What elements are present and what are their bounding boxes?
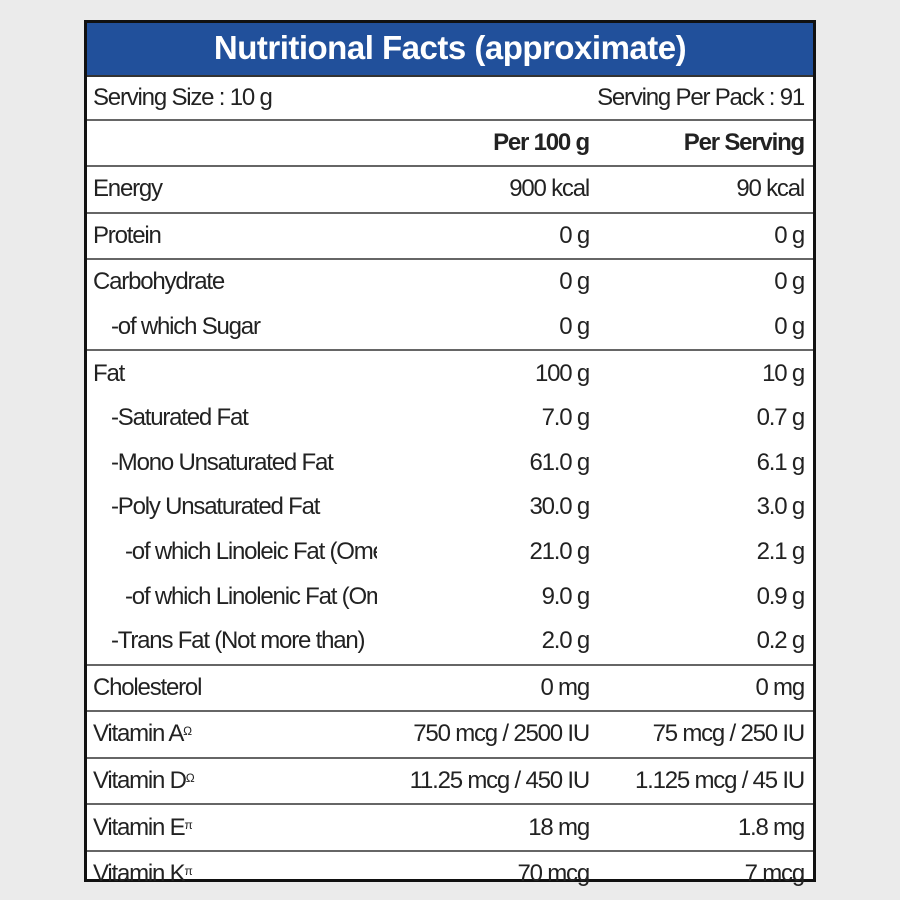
nutrient-row: Fat 100 g 10 g (87, 349, 813, 396)
column-header-row: Per 100 g Per Serving (87, 119, 813, 166)
nutrient-cell: Vitamin DΩ (87, 756, 377, 805)
nutrient-cell: -Trans Fat (Not more than) (87, 619, 377, 665)
nutrient-label: Energy (93, 175, 163, 203)
per-serving-value: 1.8 mg (591, 803, 813, 851)
title: Nutritional Facts (approximate) (87, 23, 813, 75)
nutrient-cell: -Saturated Fat (87, 396, 377, 441)
nutrient-row: -Poly Unsaturated Fat 30.0 g 3.0 g (87, 485, 813, 530)
nutrition-panel: Nutritional Facts (approximate) Serving … (84, 20, 816, 897)
nutrient-row: -of which Linoleic Fat (Omega 6) 21.0 g 2.… (87, 530, 813, 575)
per-100g-value: 18 mg (377, 803, 591, 851)
per-serving-value: 3.0 g (756, 493, 806, 521)
per-100g-value: 21.0 g (529, 538, 590, 566)
per-100g-value: 900 kcal (377, 165, 591, 213)
nutrient-label: -Saturated Fat (111, 404, 249, 432)
footnote-mark: Ω (183, 724, 193, 739)
nutrient-cell: Vitamin Eπ (87, 803, 377, 851)
nutrient-row: Vitamin Kπ 70 mcg 7 mcg (87, 849, 813, 897)
nutrient-row: Vitamin DΩ 11.25 mcg / 450 IU 1.125 mcg / … (87, 756, 813, 805)
per-serving-value: 0.2 g (756, 627, 806, 655)
nutrient-label: -of which Linoleic Fat (Omega 6) (125, 538, 377, 566)
per-100g-value: 0 mg (377, 663, 591, 712)
nutrient-label: -Trans Fat (Not more than) (111, 627, 366, 655)
nutrient-label: Cholesterol (93, 673, 202, 701)
nutrient-cell: -Poly Unsaturated Fat (87, 485, 377, 530)
per-serving-value: 75 mcg / 250 IU (591, 710, 813, 758)
per-100g-value: 9.0 g (541, 582, 591, 610)
serving-row: Serving Size : 10 g Serving Per Pack : 9… (87, 75, 813, 120)
nutrient-cell: -Mono Unsaturated Fat (87, 441, 377, 486)
per-100g-value: 7.0 g (541, 404, 591, 432)
nutrient-label: -Poly Unsaturated Fat (111, 493, 320, 521)
per-100g-value: 11.25 mcg / 450 IU (377, 756, 591, 805)
per-serving-value: 7 mcg (591, 849, 813, 897)
per-100g-value: 100 g (377, 349, 591, 396)
nutrient-cell: Protein (87, 211, 377, 260)
nutrient-label: -of which Linolenic Fat (Omega 3) (125, 582, 377, 610)
per-100g-value: 2.0 g (541, 627, 591, 655)
per-serving-value: 0 g (591, 258, 813, 305)
per-serving-value: 0 mg (591, 663, 813, 712)
nutrient-label: Vitamin D (93, 767, 187, 795)
per-serving-value: 1.125 mcg / 45 IU (591, 756, 813, 805)
nutrient-cell: Energy (87, 165, 377, 213)
nutrient-row: Energy 900 kcal 90 kcal (87, 165, 813, 213)
per-serving-value: 0 g (591, 211, 813, 260)
per-serving-value: 90 kcal (591, 165, 813, 213)
nutrient-cell: Fat (87, 349, 377, 396)
per-100g-value: 0 g (559, 313, 590, 341)
nutrient-cell: Cholesterol (87, 663, 377, 712)
nutrient-row: Vitamin AΩ 750 mcg / 2500 IU 75 mcg / 250 … (87, 710, 813, 758)
nutrient-row: Vitamin Eπ 18 mg 1.8 mg (87, 803, 813, 851)
nutrient-label: Vitamin K (93, 860, 186, 888)
nutrient-cell: Vitamin Kπ (87, 849, 377, 897)
footnote-mark: Ω (185, 771, 195, 786)
per-serving-value: 0.9 g (756, 582, 806, 610)
per-100g-value: 750 mcg / 2500 IU (377, 710, 591, 758)
nutrition-table: Serving Size : 10 g Serving Per Pack : 9… (87, 75, 813, 897)
nutrient-label: Protein (93, 221, 162, 249)
per-100g-value: 70 mcg (377, 849, 591, 897)
serving-per-pack: Serving Per Pack : 91 (591, 75, 813, 120)
nutrient-cell: Vitamin AΩ (87, 710, 377, 758)
footnote-mark: π (184, 864, 193, 879)
per-100g-value: 61.0 g (529, 448, 590, 476)
nutrient-row: Cholesterol 0 mg 0 mg (87, 663, 813, 712)
per-100g-value: 0 g (377, 258, 591, 305)
nutrient-label: Carbohydrate (93, 268, 225, 296)
per-serving-value: 0.7 g (756, 404, 806, 432)
per-100g-value: 30.0 g (529, 493, 590, 521)
serving-size: Serving Size : 10 g (87, 75, 591, 120)
nutrient-cell: Carbohydrate (87, 258, 377, 305)
nutrient-row: -of which Linolenic Fat (Omega 3) 9.0 g 0.… (87, 574, 813, 619)
nutrient-label: -Mono Unsaturated Fat (111, 448, 334, 476)
nutrient-row: -of which Sugar 0 g 0 g (87, 305, 813, 351)
per-100g-value: 0 g (377, 211, 591, 260)
nutrient-label: Vitamin A (93, 720, 184, 748)
nutrient-label: Fat (93, 359, 125, 387)
nutrient-row: -Saturated Fat 7.0 g 0.7 g (87, 396, 813, 441)
per-serving-value: 6.1 g (756, 448, 806, 476)
footnote-mark: π (184, 817, 193, 832)
nutrient-row: -Mono Unsaturated Fat 61.0 g 6.1 g (87, 441, 813, 486)
per-serving-value: 0 g (774, 313, 805, 341)
per-serving-value: 2.1 g (756, 538, 806, 566)
column-header: Per Serving (591, 119, 813, 166)
per-serving-value: 10 g (591, 349, 813, 396)
column-header: Per 100 g (377, 119, 591, 166)
nutrient-cell: -of which Linoleic Fat (Omega 6) (87, 530, 377, 575)
nutrient-cell: -of which Linolenic Fat (Omega 3) (87, 574, 377, 619)
nutrient-cell: -of which Sugar (87, 305, 377, 351)
nutrient-label: Vitamin E (93, 813, 186, 841)
nutrient-row: -Trans Fat (Not more than) 2.0 g 0.2 g (87, 619, 813, 665)
nutrient-label: -of which Sugar (111, 313, 261, 341)
